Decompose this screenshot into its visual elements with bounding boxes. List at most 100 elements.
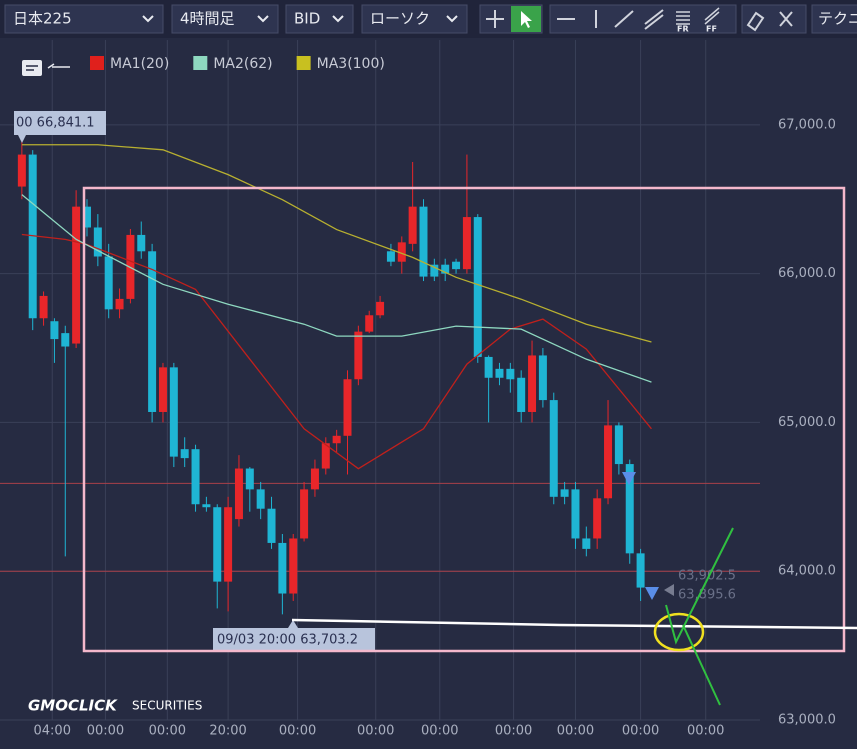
logo-suffix: SECURITIES: [132, 699, 202, 713]
candle-body: [604, 425, 613, 499]
crosshair-icon: [486, 10, 504, 28]
dropdown-label: BID: [294, 10, 320, 28]
fib-icons: [676, 7, 720, 25]
price-label: 63,902.5: [678, 569, 736, 584]
candle-body: [528, 355, 537, 412]
candle-body: [614, 425, 623, 465]
drawings: [82, 186, 857, 706]
candle-body: [582, 538, 591, 549]
y-tick-label: 65,000.0: [778, 415, 836, 430]
candle-body: [224, 507, 233, 582]
candle-body: [593, 498, 602, 539]
candle-body: [538, 355, 547, 401]
candle-body: [560, 489, 569, 497]
logo-brand: GMOCLICK: [28, 697, 118, 715]
candle-body: [256, 489, 265, 509]
candle-body: [169, 367, 178, 457]
x-tick-label: 00:00: [495, 724, 532, 739]
y-tick-label: 67,000.0: [778, 117, 836, 132]
price-marker: [664, 584, 674, 596]
candle-body: [376, 301, 385, 316]
x-tick-label: 00:00: [279, 724, 316, 739]
candle-body: [343, 379, 352, 436]
candle-body: [517, 377, 526, 412]
line-tools[interactable]: [549, 4, 737, 34]
candle-body: [28, 154, 37, 319]
dropdown-label: 日本225: [13, 10, 72, 28]
moving-average: [21, 233, 652, 470]
candle-body: [17, 154, 26, 187]
moving-average: [21, 194, 652, 383]
candle-body: [137, 234, 146, 252]
candle-body: [115, 298, 124, 310]
dropdown[interactable]: [4, 4, 164, 34]
candle-body: [484, 356, 493, 378]
candle-body: [72, 206, 81, 344]
tech-label: テクニ: [818, 10, 857, 28]
x-tick-label: 00:00: [421, 724, 458, 739]
dropdown-label: 4時間足: [180, 10, 235, 28]
dropdowns: 日本225 4時間足 BID ローソク: [4, 4, 468, 34]
candle-body: [300, 489, 309, 539]
candle-body: [625, 464, 634, 554]
label-box: [14, 111, 106, 135]
candle-body: [148, 251, 157, 412]
chevron: [332, 15, 344, 23]
candle-body: [321, 443, 330, 469]
candle-body: [549, 400, 558, 497]
x-tick-label: 00:00: [622, 724, 659, 739]
tool-buttons: [479, 4, 857, 34]
candle-body: [408, 206, 417, 244]
plot-bg: [0, 40, 857, 749]
pink-box: [82, 186, 846, 653]
white-line: [291, 618, 857, 630]
candle-body: [473, 217, 482, 357]
chevron: [446, 15, 458, 23]
legend-label: MA2(62): [213, 56, 272, 72]
candle-body: [158, 367, 167, 412]
candle-body: [332, 435, 341, 444]
candle-body: [365, 315, 374, 332]
label-box: [213, 628, 375, 652]
legend-label: MA3(100): [317, 56, 385, 72]
candle-body: [419, 206, 428, 277]
legend-icon: [22, 60, 70, 76]
candle-body: [310, 468, 319, 490]
candle-body: [289, 538, 298, 594]
low-label: 09/03 20:00 63,703.2: [217, 633, 358, 648]
line-icons: [557, 9, 664, 30]
candle-body: [495, 368, 504, 378]
candle-body: [441, 264, 450, 274]
candle-body: [267, 508, 276, 543]
tech-button[interactable]: [811, 4, 857, 34]
label-pointer: [288, 620, 298, 628]
legend-swatch: [193, 56, 208, 70]
candle-body: [104, 256, 113, 310]
erase-icons: [746, 11, 793, 32]
green-lines: [665, 527, 734, 706]
candle-body: [180, 449, 189, 459]
cursor-icon: [521, 11, 532, 28]
candle-body: [506, 368, 515, 380]
x-tick-label: 00:00: [357, 724, 394, 739]
candle-body: [354, 331, 363, 380]
plot: 67,000.0 66,000.0 65,000.0 64,000.0 63,000.0…: [0, 40, 857, 749]
candle-body: [278, 542, 287, 594]
candle-body: [430, 264, 439, 277]
candle-body: [61, 333, 70, 347]
candle-body: [397, 242, 406, 262]
chevron: [142, 15, 154, 23]
x-tick-label: 00:00: [687, 724, 724, 739]
legend-label: MA1(20): [110, 56, 169, 72]
candle-body: [93, 227, 102, 257]
y-tick-label: 64,000.0: [778, 564, 836, 579]
dropdown[interactable]: [285, 4, 354, 34]
candle-body: [39, 295, 48, 319]
x-tick-label: 00:00: [149, 724, 186, 739]
x-tick-label: 00:00: [87, 724, 124, 739]
candle-body: [202, 504, 211, 508]
candle-body: [636, 553, 645, 588]
candle-body: [191, 449, 200, 505]
candle-body: [245, 468, 254, 490]
candle-body: [50, 321, 59, 340]
